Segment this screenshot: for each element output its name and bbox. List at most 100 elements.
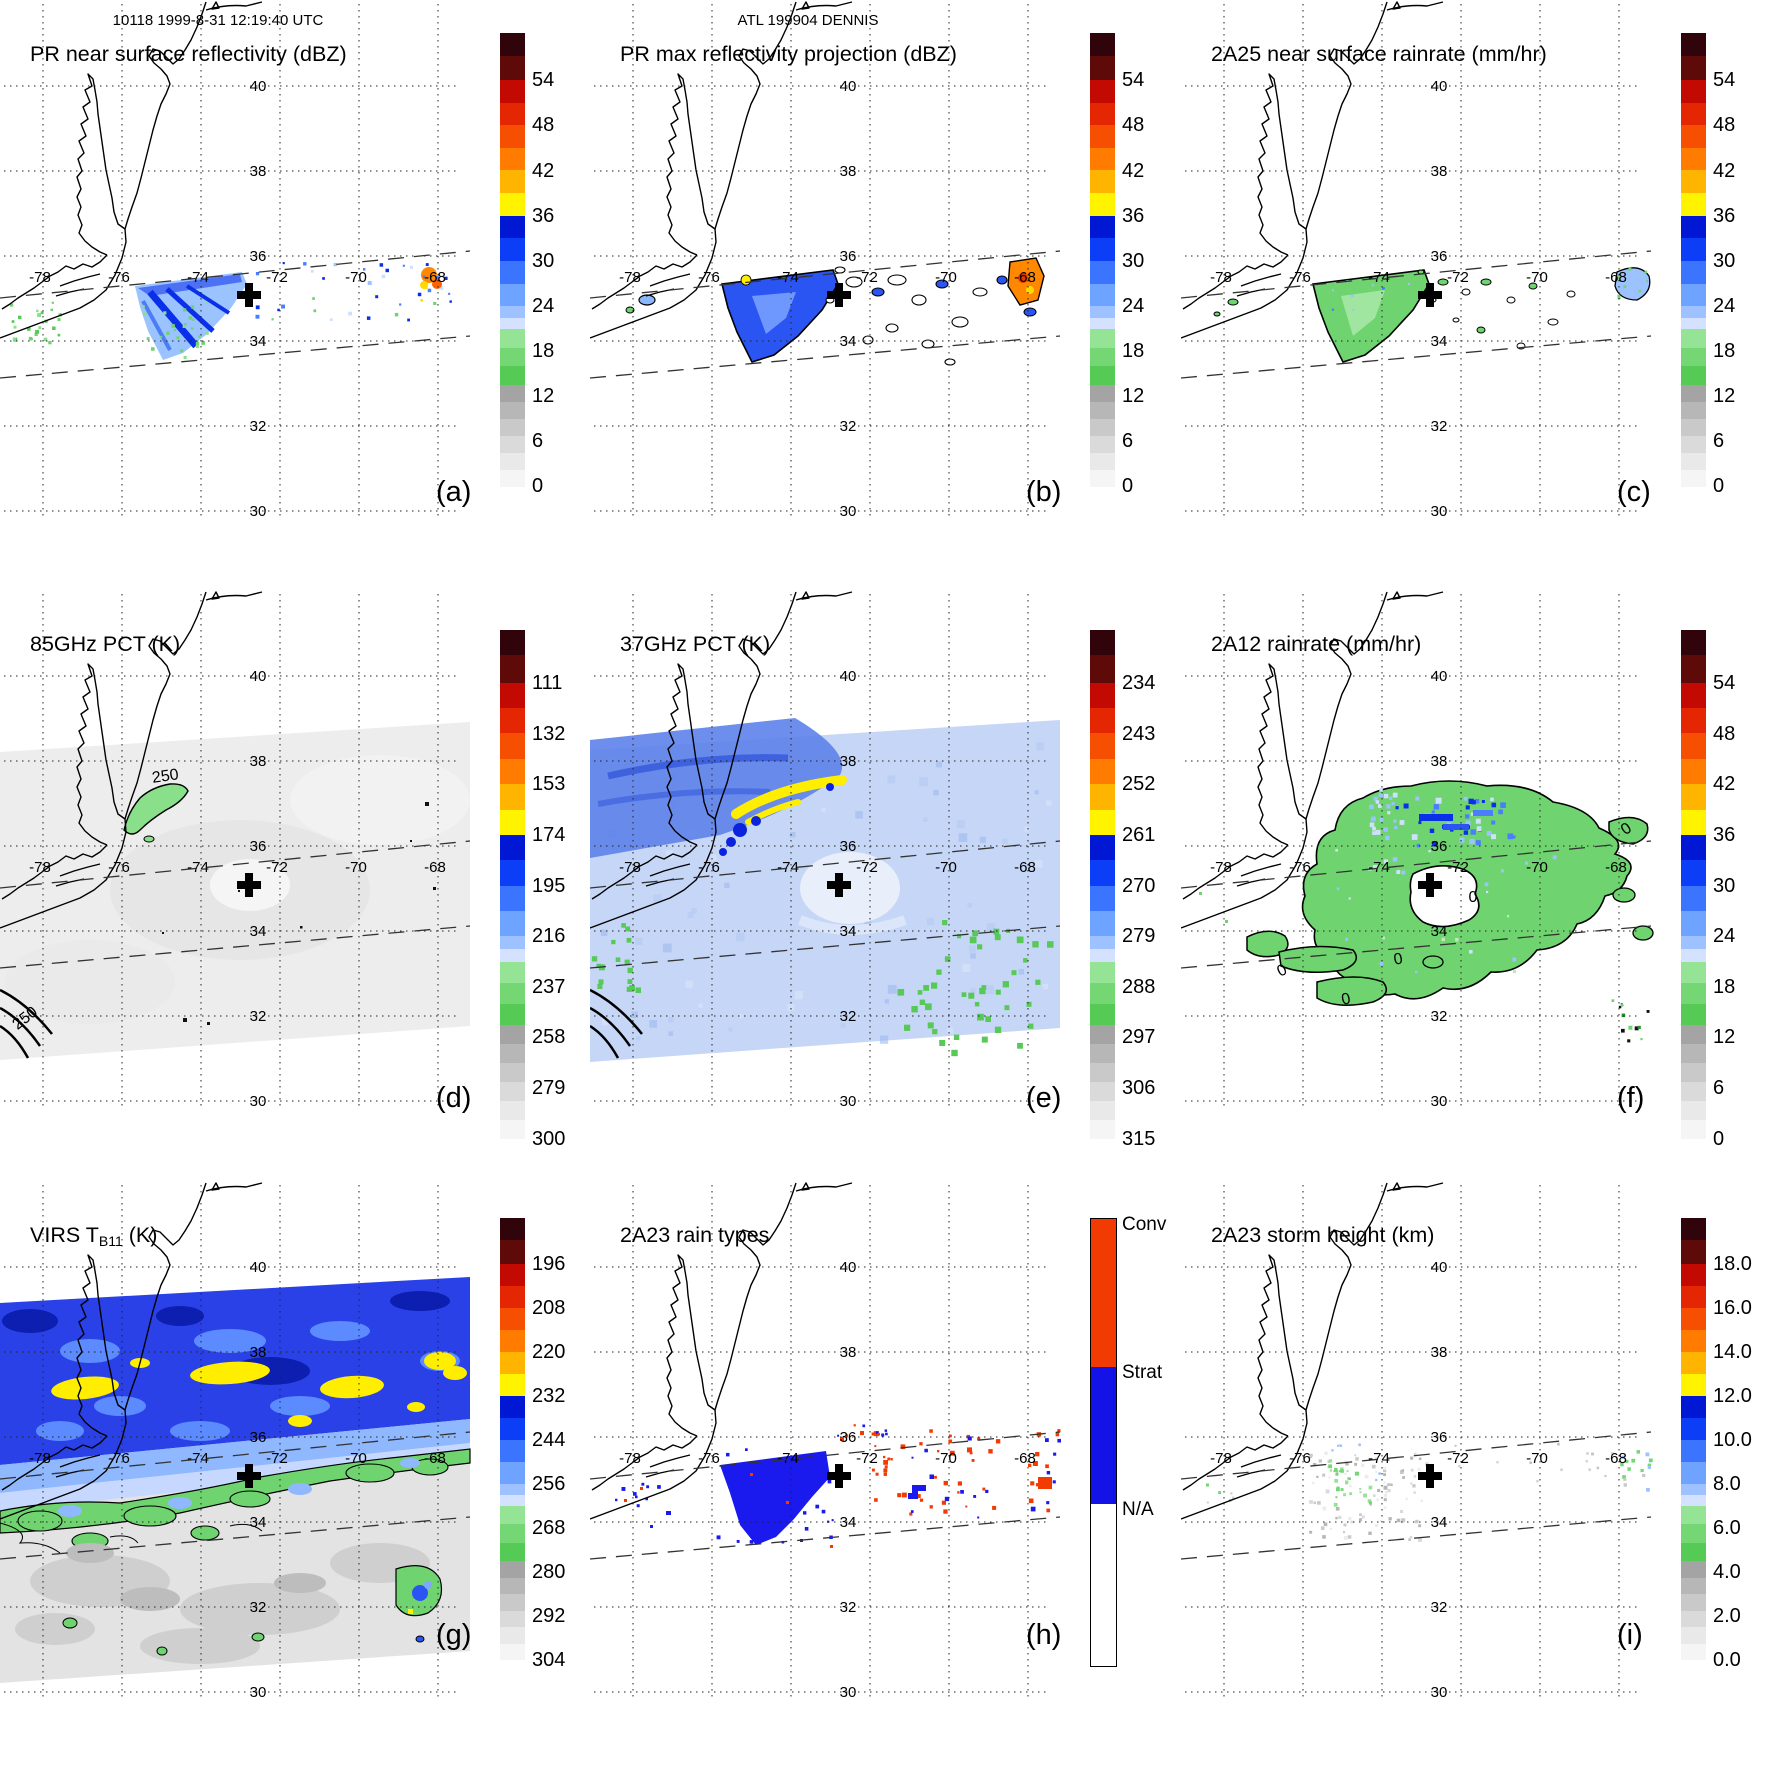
coastline [1305, 591, 1388, 820]
contour-label: 0 [1469, 889, 1478, 906]
colorbar-segment [1681, 1285, 1706, 1308]
coastline [0, 228, 127, 339]
swath-edge-line [1181, 250, 1652, 299]
colorbar-tick-label: 174 [532, 824, 566, 846]
colorbar-tick-label: 208 [532, 1297, 566, 1319]
map-panel-h: -78 -76 -74 -72 -70 -68 40 38 36 34 32 30 [590, 1182, 1061, 1701]
colorbar-tick-label: 12 [532, 385, 555, 407]
colorbar-segment [500, 733, 525, 759]
colorbar-segment [1681, 470, 1706, 488]
panel-letter-i: (i) [1617, 1619, 1643, 1651]
lat-label: 32 [1431, 418, 1448, 435]
panel-a: 10118 1999-8-31 12:19:40 UTC -78 -76 -74 -72… [0, 0, 590, 590]
storm-center-marker [237, 1464, 261, 1488]
colorbar-segment [500, 328, 525, 348]
panel-letter-e: (e) [1026, 1082, 1062, 1114]
coastline [1257, 663, 1307, 846]
panel-e: -78 -76 -74 -72 -70 -68 40 38 36 34 32 30 37GHz PCT … [590, 590, 1180, 1180]
colorbar-tick-label: 220 [532, 1341, 566, 1363]
colorbar-segment [1681, 860, 1706, 886]
colorbar-tick-label: 0 [1713, 475, 1725, 497]
lon-label: -74 [1368, 269, 1390, 286]
colorbar-tick-label: 12 [1122, 385, 1145, 407]
contour-label: 0 [1392, 950, 1404, 968]
lat-label: 30 [250, 1093, 267, 1110]
storm-center-marker [1418, 1464, 1442, 1488]
lon-label: -72 [266, 269, 288, 286]
colorbar-tick-label: Strat [1122, 1362, 1163, 1383]
lat-label: 36 [840, 838, 857, 855]
colorbar-segment [1681, 487, 1706, 493]
colorbar-segment [1681, 949, 1706, 962]
colorbar-tick-label: Conv [1122, 1214, 1167, 1235]
colorbar-segment [1090, 55, 1115, 80]
lon-label: -70 [345, 859, 367, 876]
colorbar-tick-label: N/A [1122, 1499, 1154, 1520]
colorbar-tick-label: 0 [1713, 1128, 1725, 1150]
colorbar-segment [1681, 385, 1706, 403]
swath-edge-line [1181, 1431, 1652, 1480]
coastline [1257, 73, 1307, 256]
data-layer-f [1199, 780, 1654, 1043]
colorbar-segment [1681, 834, 1706, 861]
colorbar-segment [1681, 1627, 1706, 1644]
lon-label: -76 [1289, 859, 1311, 876]
colorbar-segment [1090, 385, 1115, 403]
colorbar-segment [1090, 809, 1115, 835]
coastline [591, 1435, 698, 1491]
colorbar-segment [1090, 911, 1115, 937]
colorbar-segment [1090, 1139, 1115, 1145]
colorbar-segment [1681, 1660, 1706, 1666]
colorbar-tick-label: 297 [1122, 1026, 1156, 1048]
lat-label: 32 [840, 1008, 857, 1025]
colorbar-segment [1090, 1101, 1115, 1121]
colorbar-segment [1090, 630, 1115, 656]
lat-label: 34 [840, 1514, 857, 1531]
colorbar-segment [500, 193, 525, 216]
swath-edge-line [0, 1516, 471, 1560]
colorbar-segment [500, 1373, 525, 1396]
coastline [59, 273, 101, 287]
colorbar-tick-label: 268 [532, 1517, 566, 1539]
colorbar-tick-label: 14.0 [1713, 1341, 1752, 1363]
coastline [801, 1, 810, 10]
colorbar-segment [1090, 961, 1115, 983]
coastline [590, 818, 717, 929]
colorbar-segment [1681, 1263, 1706, 1286]
map-panel-e: -78 -76 -74 -72 -70 -68 40 38 36 34 32 30 [590, 591, 1061, 1110]
data-layer-e [590, 718, 1060, 1062]
colorbar-segment [500, 1351, 525, 1374]
colorbar-segment [1090, 1004, 1115, 1026]
panel-h: -78 -76 -74 -72 -70 -68 40 38 36 34 32 30 2A23 rain … [590, 1181, 1180, 1771]
lat-label: 34 [250, 923, 267, 940]
colorbar-segment [1090, 982, 1115, 1005]
coastline [801, 1182, 810, 1191]
coastline [211, 591, 220, 600]
colorbar-segment [1681, 347, 1706, 367]
colorbar-tick-label: 237 [532, 976, 566, 998]
colorbar-segment [1681, 784, 1706, 810]
colorbar-tick-label: 18 [1713, 340, 1736, 362]
coastline [1305, 1182, 1388, 1411]
storm-center-marker [237, 873, 261, 897]
colorbar-segment [500, 1004, 525, 1026]
colorbar-segment [1681, 436, 1706, 454]
colorbar-segment [1090, 147, 1115, 171]
map-panel-b: -78 -76 -74 -72 -70 -68 40 38 36 34 32 30 [590, 1, 1061, 520]
colorbar-tick-label: 244 [532, 1429, 566, 1451]
lat-label: 36 [250, 838, 267, 855]
lat-label: 34 [1431, 923, 1448, 940]
colorbar-tick-label: 2.0 [1713, 1605, 1741, 1627]
colorbar-segment [500, 147, 525, 171]
coastline [666, 663, 716, 846]
lat-label: 30 [250, 503, 267, 520]
colorbar-segment [1681, 1063, 1706, 1083]
lon-label: -72 [1447, 1450, 1469, 1467]
orbit-datetime-header: 10118 1999-8-31 12:19:40 UTC [112, 12, 324, 29]
coastline [1, 254, 108, 310]
colorbar-segment [1681, 1542, 1706, 1562]
colorbar-segment [500, 707, 525, 734]
colorbar-segment [500, 961, 525, 983]
colorbar-segment [1091, 1503, 1116, 1666]
swath-edge-line [590, 1516, 1061, 1560]
